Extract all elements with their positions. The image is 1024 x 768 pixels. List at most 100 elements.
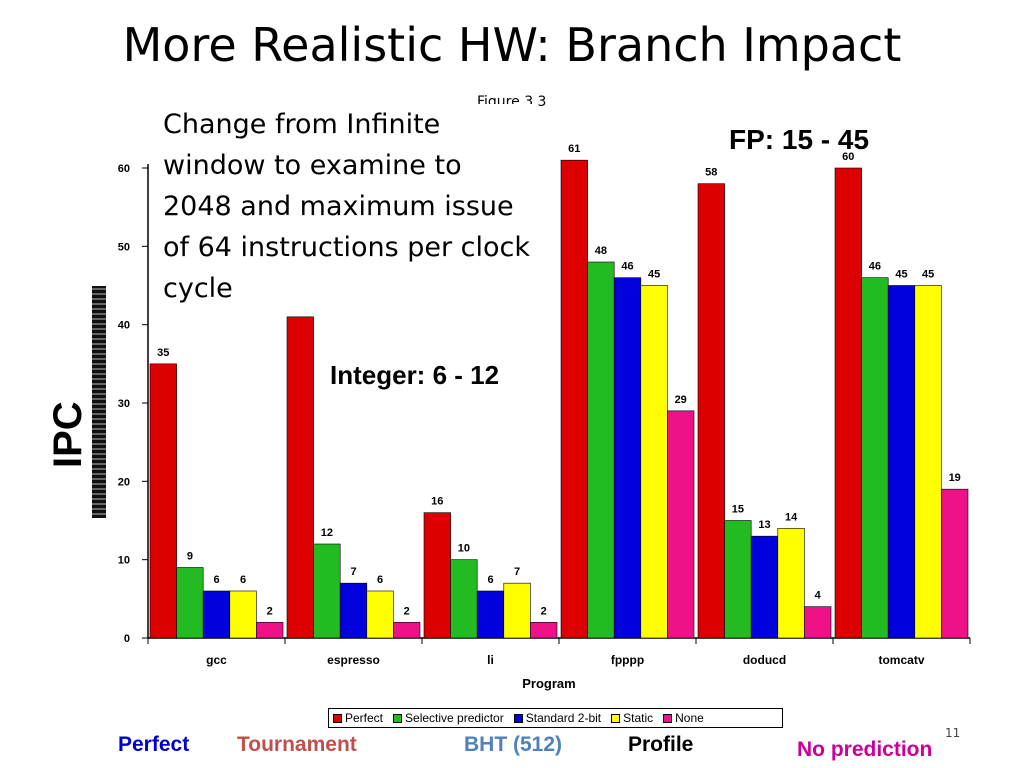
page-number: 11 xyxy=(945,726,961,740)
data-label: 12 xyxy=(321,527,333,539)
bar-li-perfect xyxy=(423,512,451,639)
bar-doducd-selective-predictor xyxy=(724,520,752,639)
y-axis-label: IPC xyxy=(46,401,90,468)
data-label: 2 xyxy=(404,605,410,617)
y-tick-label: 60 xyxy=(118,163,130,175)
data-label: 46 xyxy=(621,261,633,273)
bar-tomcatv-none xyxy=(941,488,969,639)
x-category-label: tomcatv xyxy=(878,653,924,667)
bar-li-standard-2-bit xyxy=(476,590,505,639)
bar-espresso-selective-predictor xyxy=(313,543,341,639)
bottom-label-no-prediction: No prediction xyxy=(797,738,933,761)
legend-swatch xyxy=(611,713,621,723)
legend-item: None xyxy=(663,711,704,725)
x-axis-label: Program xyxy=(522,676,575,691)
bar-gcc-none xyxy=(256,622,284,639)
data-label: 46 xyxy=(869,261,881,273)
data-label: 45 xyxy=(895,269,907,281)
bar-gcc-selective-predictor xyxy=(176,567,204,639)
x-category-label: doducd xyxy=(743,653,786,667)
bar-gcc-perfect xyxy=(149,363,177,639)
data-label: 4 xyxy=(815,590,822,602)
bar-espresso-perfect xyxy=(286,316,314,639)
data-label: 7 xyxy=(350,566,356,578)
bar-tomcatv-perfect xyxy=(834,167,862,639)
data-label: 7 xyxy=(514,566,520,578)
bar-espresso-static xyxy=(366,590,394,639)
x-category-label: fpppp xyxy=(611,653,644,667)
data-label: 10 xyxy=(458,543,470,555)
axis-label-texture xyxy=(92,286,106,518)
legend-label: Standard 2-bit xyxy=(525,711,602,725)
bar-tomcatv-static xyxy=(914,285,942,639)
bar-fpppp-perfect xyxy=(560,159,588,639)
data-label: 58 xyxy=(705,167,717,179)
legend-label: Selective predictor xyxy=(405,711,504,725)
bar-li-selective-predictor xyxy=(450,559,478,639)
data-label: 2 xyxy=(267,605,273,617)
y-tick-label: 50 xyxy=(118,241,130,253)
bar-li-none xyxy=(530,622,558,639)
legend-label: None xyxy=(675,711,704,725)
bar-fpppp-static xyxy=(640,285,668,639)
bottom-label-bht: BHT (512) xyxy=(464,733,563,756)
bar-doducd-static xyxy=(777,528,805,639)
data-label: 16 xyxy=(431,496,443,508)
bar-fpppp-none xyxy=(667,410,695,639)
bar-fpppp-standard-2-bit xyxy=(613,277,642,639)
bar-fpppp-selective-predictor xyxy=(587,261,615,639)
y-tick-label: 20 xyxy=(118,476,130,488)
data-label: 6 xyxy=(240,574,246,586)
bar-tomcatv-selective-predictor xyxy=(861,277,889,639)
legend-label: Static xyxy=(623,711,654,725)
legend-swatch xyxy=(663,713,673,723)
legend-label: Perfect xyxy=(345,711,384,725)
data-label: 15 xyxy=(732,504,744,516)
bottom-label-profile: Profile xyxy=(628,733,694,756)
chart-legend: Perfect Selective predictor Standard 2-bit… xyxy=(328,708,783,728)
y-tick-label: 10 xyxy=(118,555,130,567)
data-label: 61 xyxy=(568,143,580,155)
data-label: 6 xyxy=(213,574,219,586)
legend-item: Perfect xyxy=(333,711,383,725)
bar-doducd-standard-2-bit xyxy=(750,535,779,639)
data-label: 60 xyxy=(842,151,854,163)
bar-espresso-standard-2-bit xyxy=(339,582,368,639)
data-label: 6 xyxy=(487,574,493,586)
data-label: 19 xyxy=(949,472,961,484)
data-label: 13 xyxy=(758,519,770,531)
legend-item: Selective predictor xyxy=(393,711,504,725)
data-label: 35 xyxy=(157,347,169,359)
bar-doducd-none xyxy=(804,606,832,639)
x-category-label: espresso xyxy=(327,653,380,667)
x-category-label: li xyxy=(487,653,494,667)
data-label: 45 xyxy=(922,269,934,281)
bottom-label-tournament: Tournament xyxy=(237,733,357,756)
legend-swatch xyxy=(513,713,523,723)
bar-gcc-static xyxy=(229,590,257,639)
bar-gcc-standard-2-bit xyxy=(202,590,231,639)
bar-espresso-none xyxy=(393,622,421,639)
data-label: 6 xyxy=(377,574,383,586)
data-label: 48 xyxy=(595,245,607,257)
legend-swatch xyxy=(393,713,403,723)
legend-swatch xyxy=(333,713,342,723)
data-label: 9 xyxy=(187,551,193,563)
bar-tomcatv-standard-2-bit xyxy=(887,285,916,639)
integer-range-note: Integer: 6 - 12 xyxy=(330,360,500,390)
bottom-label-perfect: Perfect xyxy=(118,733,190,756)
bar-li-static xyxy=(503,582,531,639)
data-label: 14 xyxy=(785,511,798,523)
slide-title: More Realistic HW: Branch Impact xyxy=(122,18,902,72)
x-category-label: gcc xyxy=(206,653,227,667)
y-tick-label: 30 xyxy=(118,398,130,410)
description-text: Change from Infinite window to examine t… xyxy=(163,104,537,309)
legend-item: Static xyxy=(611,711,653,725)
y-tick-label: 0 xyxy=(124,633,130,645)
y-tick-label: 40 xyxy=(118,320,130,332)
fp-range-note: FP: 15 - 45 xyxy=(729,124,870,155)
data-label: 29 xyxy=(675,394,687,406)
data-label: 2 xyxy=(541,605,547,617)
data-label: 45 xyxy=(648,269,660,281)
